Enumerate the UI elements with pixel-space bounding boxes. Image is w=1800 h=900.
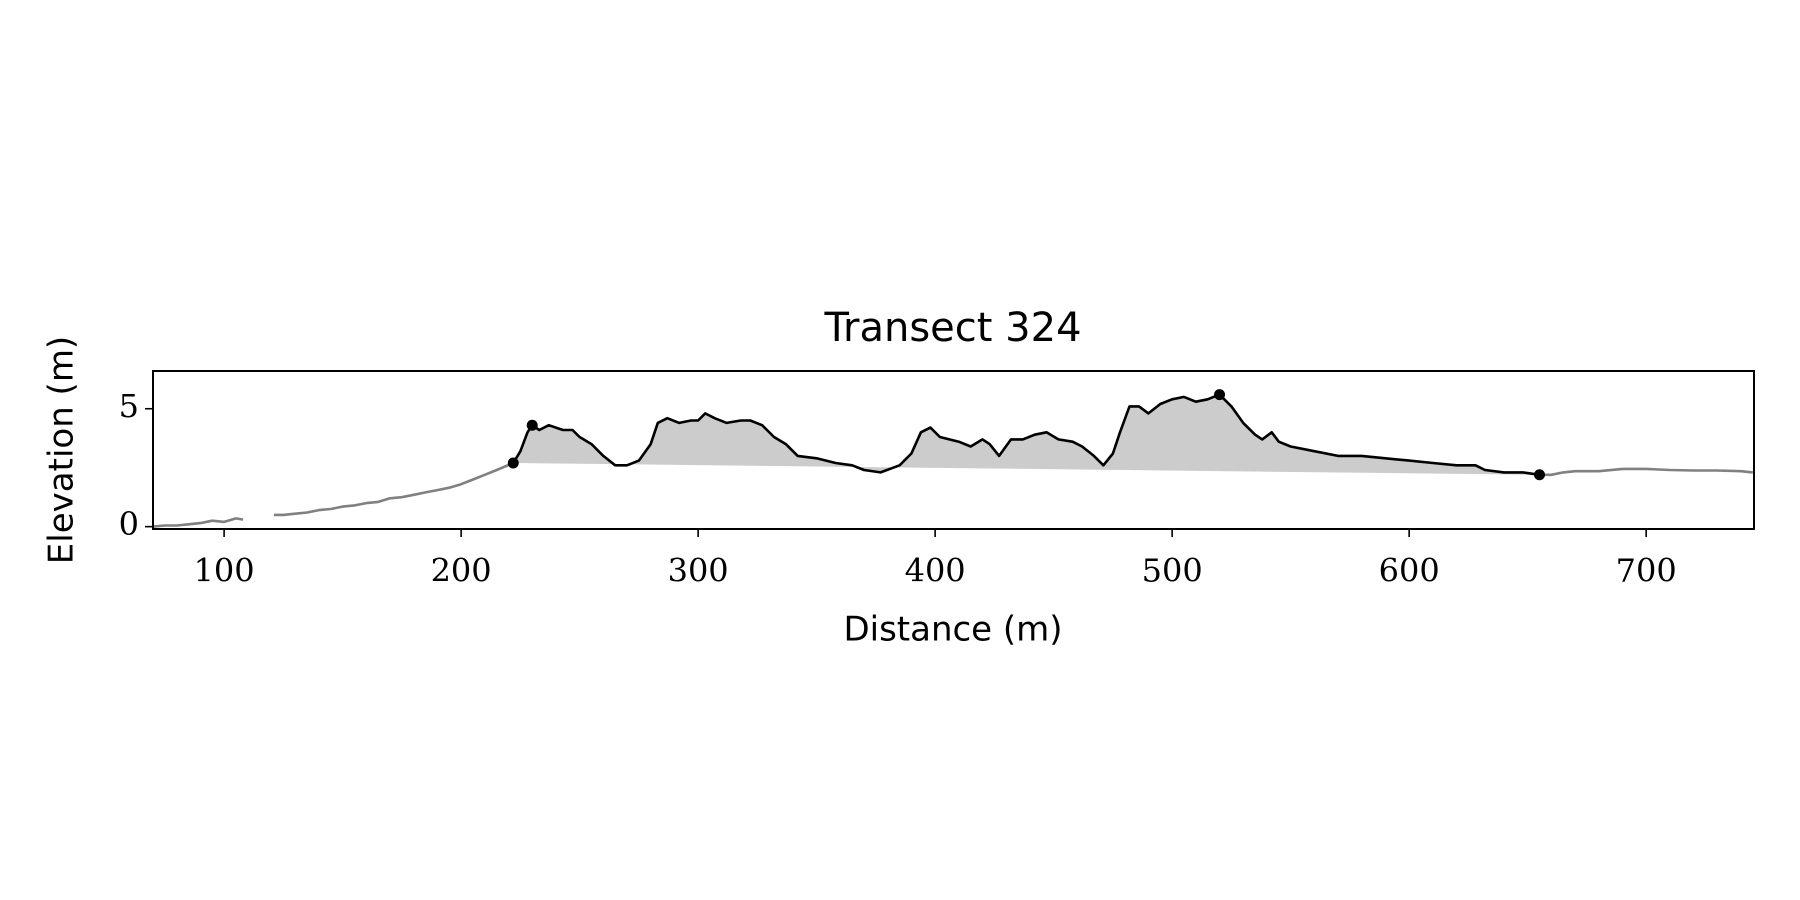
- line: [512, 393, 1540, 477]
- x-tick-label: 400: [905, 552, 966, 590]
- line: [152, 517, 244, 528]
- x-tick-label: 500: [1142, 552, 1203, 590]
- y-tick-label: 5: [119, 387, 139, 425]
- x-tick-label: 300: [668, 552, 729, 590]
- marker: [507, 457, 519, 469]
- x-tick-label: 100: [194, 552, 255, 590]
- line: [273, 461, 514, 517]
- y-tick-label: 0: [119, 505, 139, 543]
- x-tick-label: 700: [1616, 552, 1677, 590]
- x-tick-label: 200: [431, 552, 492, 590]
- x-tick-label: 600: [1379, 552, 1440, 590]
- marker: [526, 419, 538, 431]
- marker: [1214, 389, 1226, 401]
- area-fill: [513, 394, 1540, 475]
- chart-title: Transect 324: [823, 305, 1081, 351]
- line: [1539, 467, 1753, 477]
- x-axis-label: Distance (m): [843, 610, 1062, 650]
- plot-frame: [152, 370, 1755, 530]
- marker: [1534, 469, 1546, 481]
- y-axis-label: Elevation (m): [42, 336, 82, 564]
